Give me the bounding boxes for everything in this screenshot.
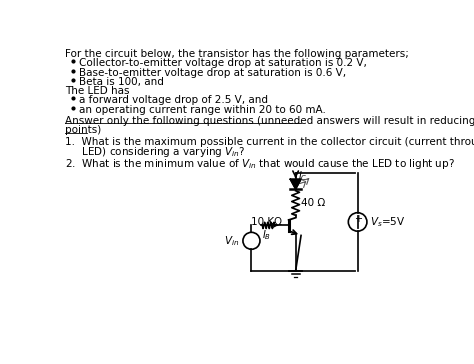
Text: $I_B$: $I_B$ — [263, 228, 272, 241]
Text: an operating current range within 20 to 60 mA.: an operating current range within 20 to … — [80, 104, 326, 115]
Text: +: + — [354, 214, 362, 224]
Text: 2.  What is the minimum value of $V_{in}$ that would cause the LED to light up?: 2. What is the minimum value of $V_{in}$… — [65, 157, 456, 171]
Text: Beta is 100, and: Beta is 100, and — [80, 77, 164, 87]
Text: LED) considering a varying $V_{in}$?: LED) considering a varying $V_{in}$? — [65, 145, 246, 159]
Text: Collector-to-emitter voltage drop at saturation is 0.2 V,: Collector-to-emitter voltage drop at sat… — [80, 58, 367, 68]
Text: For the circuit below, the transistor has the following parameters;: For the circuit below, the transistor ha… — [65, 49, 410, 59]
Text: points): points) — [65, 125, 102, 135]
Text: $V_s$=5V: $V_s$=5V — [370, 215, 406, 229]
Text: 10 KΩ: 10 KΩ — [251, 217, 283, 227]
Text: Base-to-emitter voltage drop at saturation is 0.6 V,: Base-to-emitter voltage drop at saturati… — [80, 68, 346, 78]
Text: a forward voltage drop of 2.5 V, and: a forward voltage drop of 2.5 V, and — [80, 95, 268, 105]
Text: Answer only the following questions (unneeded answers will result in reducing: Answer only the following questions (unn… — [65, 116, 474, 126]
Text: The LED has: The LED has — [65, 86, 130, 96]
Text: 1.  What is the maximum possible current in the collector circuit (current throu: 1. What is the maximum possible current … — [65, 137, 474, 147]
Text: 40 Ω: 40 Ω — [301, 198, 325, 208]
Text: $V_{in}$: $V_{in}$ — [224, 234, 239, 248]
Text: $I_C$: $I_C$ — [298, 169, 308, 183]
Polygon shape — [290, 179, 301, 189]
